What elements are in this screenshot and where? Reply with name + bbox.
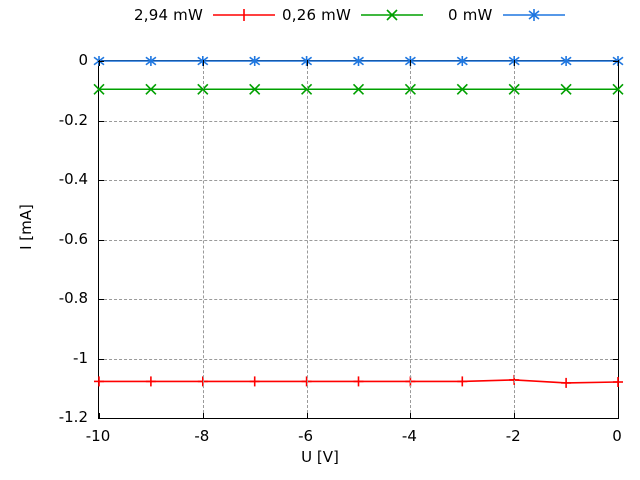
gridline-vertical xyxy=(410,61,412,418)
x-axis-title: U [V] xyxy=(301,448,339,466)
y-tick xyxy=(98,418,104,419)
x-tick-top xyxy=(306,60,308,66)
data-point-cross xyxy=(612,83,624,95)
plot-area xyxy=(93,56,624,419)
y-tick-right xyxy=(613,239,619,241)
y-axis-title: I [mA] xyxy=(17,204,35,250)
legend-swatch-series-0 xyxy=(213,9,276,21)
data-point-cross xyxy=(352,83,365,95)
x-tick-top xyxy=(202,60,204,66)
y-tick-right xyxy=(613,358,619,360)
y-tick-right xyxy=(613,61,619,62)
data-point-plus xyxy=(94,376,104,387)
x-tick-top xyxy=(99,60,100,66)
y-tick-right xyxy=(613,418,619,419)
data-point-asterisk xyxy=(456,56,468,66)
y-tick xyxy=(98,299,104,300)
chart-legend: 2,94 mW 0,26 mW 0 mW xyxy=(0,0,640,30)
data-point-asterisk xyxy=(353,56,364,66)
y-tick xyxy=(98,180,104,181)
y-tick xyxy=(98,358,104,360)
y-tick-label: 0 xyxy=(78,51,88,69)
data-point-plus xyxy=(613,377,623,388)
series-0 xyxy=(94,374,623,388)
data-point-plus xyxy=(561,377,572,388)
legend-key-cross-icon xyxy=(361,7,424,23)
legend-key-plus-icon xyxy=(213,7,276,23)
plot-inner xyxy=(93,56,624,419)
y-tick-right xyxy=(613,299,619,300)
gridline-horizontal xyxy=(99,358,618,360)
x-tick xyxy=(202,413,204,419)
y-tick-label: -0.8 xyxy=(58,289,88,307)
x-tick xyxy=(410,413,412,419)
x-tick-label: -10 xyxy=(85,427,111,445)
x-tick xyxy=(618,413,619,419)
data-point-plus xyxy=(457,376,468,387)
y-tick-label: -1 xyxy=(73,348,88,367)
legend-entry-2: 0 mW xyxy=(448,0,565,30)
legend-label-0: 2,94 mW xyxy=(134,5,204,24)
gridline-horizontal xyxy=(99,120,618,122)
series-1 xyxy=(93,83,624,95)
x-tick xyxy=(306,413,308,419)
gridline-vertical xyxy=(514,61,516,418)
gridline-vertical xyxy=(202,61,204,418)
gridline-horizontal xyxy=(99,299,618,300)
legend-label-2: 0 mW xyxy=(448,5,493,24)
x-tick-label: -8 xyxy=(194,427,210,445)
data-point-cross xyxy=(560,83,572,95)
data-point-asterisk xyxy=(145,56,157,66)
x-tick-top xyxy=(514,60,516,66)
data-point-cross xyxy=(456,83,468,95)
x-tick xyxy=(99,413,100,419)
y-tick-right xyxy=(613,120,619,122)
data-point-plus xyxy=(249,376,260,387)
y-tick-label: -0.2 xyxy=(58,110,88,129)
legend-label-1: 0,26 mW xyxy=(282,5,352,24)
gridline-horizontal xyxy=(99,180,618,181)
x-tick-label: -2 xyxy=(505,427,521,445)
y-tick-label: -1.2 xyxy=(58,408,88,426)
y-tick xyxy=(98,120,104,122)
data-point-asterisk xyxy=(560,56,572,66)
gridline-horizontal xyxy=(99,239,618,241)
x-tick-label: -6 xyxy=(298,427,314,445)
data-point-cross xyxy=(145,83,157,95)
y-tick-label: -0.6 xyxy=(58,229,88,248)
y-tick xyxy=(98,61,104,62)
y-tick-label: -0.4 xyxy=(58,170,88,188)
gridline-vertical xyxy=(306,61,308,418)
legend-entry-0: 2,94 mW xyxy=(134,0,276,30)
legend-swatch-series-1 xyxy=(361,9,424,21)
data-point-cross xyxy=(249,83,261,95)
legend-key-asterisk-icon xyxy=(502,7,565,23)
data-point-plus xyxy=(145,376,156,387)
data-point-asterisk xyxy=(249,56,261,66)
legend-entry-1: 0,26 mW xyxy=(282,0,424,30)
y-tick-right xyxy=(613,180,619,181)
data-point-plus xyxy=(353,376,364,387)
data-point-cross xyxy=(93,83,105,95)
x-tick-label: -4 xyxy=(401,427,417,445)
x-tick xyxy=(514,413,516,419)
y-tick xyxy=(98,239,104,241)
x-tick-top xyxy=(410,60,412,66)
x-tick-label: 0 xyxy=(612,427,622,445)
legend-swatch-series-2 xyxy=(502,9,565,21)
x-tick-top xyxy=(618,60,619,66)
series-2 xyxy=(93,56,624,66)
